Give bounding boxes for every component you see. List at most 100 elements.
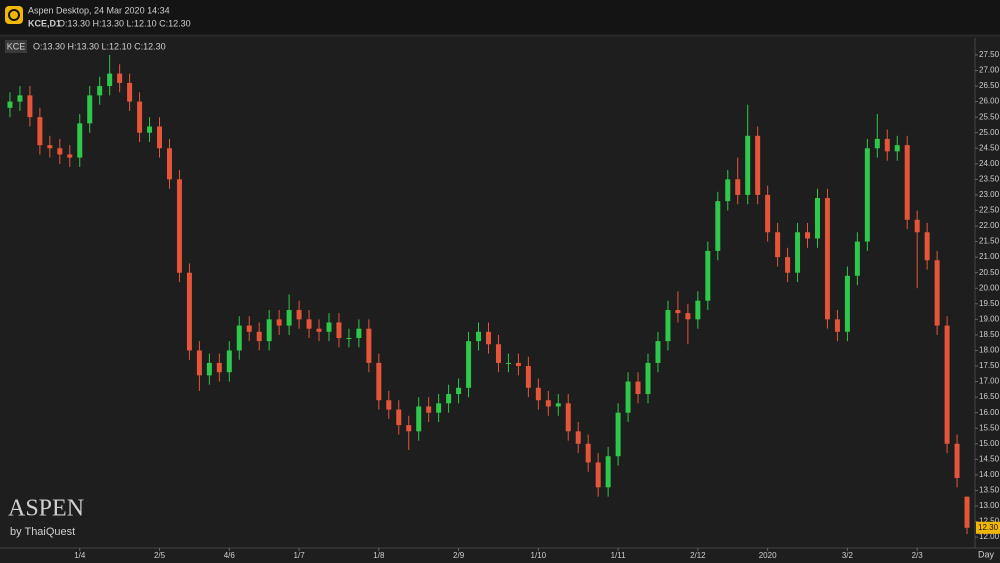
candle-body: [575, 431, 581, 444]
candle-body: [555, 403, 561, 407]
candle-body: [515, 362, 521, 367]
y-tick-label: 12.50: [979, 517, 1000, 526]
y-tick-label: 12.00: [979, 532, 1000, 541]
candle-body: [366, 328, 372, 363]
candle-body: [17, 95, 23, 102]
candle-body: [276, 319, 282, 326]
candle-body: [785, 257, 791, 273]
candle-body: [376, 362, 382, 401]
candle-body: [635, 381, 641, 395]
symbol: KCE,D1: [28, 18, 61, 28]
candle-body: [625, 381, 631, 413]
y-tick-label: 23.50: [979, 174, 1000, 183]
candle-body: [256, 331, 262, 342]
y-tick-label: 16.50: [979, 392, 1000, 401]
y-tick-label: 18.50: [979, 330, 1000, 339]
x-tick-label: 2/5: [154, 551, 166, 560]
candle-body: [505, 362, 511, 364]
y-tick-label: 14.50: [979, 454, 1000, 463]
candle-body: [316, 328, 322, 332]
last-price-label: 12.30: [978, 523, 999, 532]
candle-body: [814, 198, 820, 239]
candle-body: [695, 300, 701, 320]
y-tick-label: 22.50: [979, 206, 1000, 215]
candle-body: [127, 82, 133, 102]
y-tick-label: 20.00: [979, 283, 1000, 292]
y-tick-label: 21.50: [979, 237, 1000, 246]
y-tick-label: 26.50: [979, 81, 1000, 90]
y-tick-label: 27.00: [979, 66, 1000, 75]
candle-body: [924, 232, 930, 261]
app-title: Aspen Desktop, 24 Mar 2020 14:34: [28, 5, 170, 15]
candle-body: [346, 338, 352, 340]
y-tick-label: 16.00: [979, 408, 1000, 417]
y-tick-label: 22.00: [979, 221, 1000, 230]
candle-body: [147, 126, 153, 133]
y-tick-label: 14.00: [979, 470, 1000, 479]
candle-body: [226, 350, 232, 373]
candle-body: [745, 135, 751, 195]
x-tick-label: 1/4: [74, 551, 86, 560]
candle-body: [705, 250, 711, 301]
app-logo-mark: [8, 9, 20, 21]
candle-body: [685, 313, 691, 320]
candle-body: [37, 117, 43, 146]
candle-body: [77, 123, 83, 158]
y-tick-label: 19.00: [979, 314, 1000, 323]
candle-body: [137, 101, 143, 133]
x-tick-label: 1/11: [611, 551, 627, 560]
watermark-brand: ASPEN: [8, 496, 84, 522]
candle-body: [665, 310, 671, 342]
candle-body: [306, 319, 312, 329]
candle-body: [206, 362, 212, 376]
x-unit-label: Day: [978, 549, 995, 559]
candle-body: [944, 325, 950, 444]
candle-body: [964, 496, 970, 528]
y-tick-label: 24.50: [979, 143, 1000, 152]
candle-body: [735, 179, 741, 195]
candle-body: [675, 310, 681, 314]
candle-body: [406, 425, 412, 432]
candle-body: [755, 135, 761, 195]
x-tick-label: 2/9: [453, 551, 465, 560]
candle-body: [196, 350, 202, 376]
candle-body: [87, 95, 93, 124]
candle-body: [326, 322, 332, 332]
candle-body: [336, 322, 342, 339]
candle-body: [725, 179, 731, 202]
y-tick-label: 24.00: [979, 159, 1000, 168]
candle-body: [655, 341, 661, 363]
candle-body: [904, 145, 910, 220]
candle-body: [595, 462, 601, 488]
candle-body: [426, 406, 432, 413]
candle-body: [954, 443, 960, 479]
x-tick-label: 4/6: [224, 551, 236, 560]
candle-body: [67, 154, 73, 158]
y-tick-label: 13.00: [979, 501, 1000, 510]
candle-body: [795, 232, 801, 273]
candle-body: [356, 328, 362, 339]
symbol-tag: [5, 40, 27, 53]
candle-body: [7, 101, 13, 108]
candle-body: [894, 145, 900, 152]
candle-body: [466, 341, 472, 388]
candle-body: [157, 126, 163, 149]
candle-body: [495, 344, 501, 363]
candle-body: [386, 400, 392, 410]
candle-body: [854, 241, 860, 276]
last-price-box: [976, 521, 1000, 534]
x-tick-label: 2020: [759, 551, 777, 560]
x-tick-label: 2/12: [690, 551, 706, 560]
y-tick-label: 25.00: [979, 128, 1000, 137]
candle-body: [216, 362, 222, 373]
candle-body: [775, 232, 781, 258]
candle-body: [117, 73, 123, 83]
app-logo: [5, 6, 23, 24]
y-tick-label: 17.00: [979, 377, 1000, 386]
candle-body: [545, 400, 551, 407]
ohlc-header: O:13.30 H:13.30 L:12.10 C:12.30: [58, 18, 191, 28]
y-tick-label: 19.50: [979, 299, 1000, 308]
y-tick-label: 21.00: [979, 252, 1000, 261]
